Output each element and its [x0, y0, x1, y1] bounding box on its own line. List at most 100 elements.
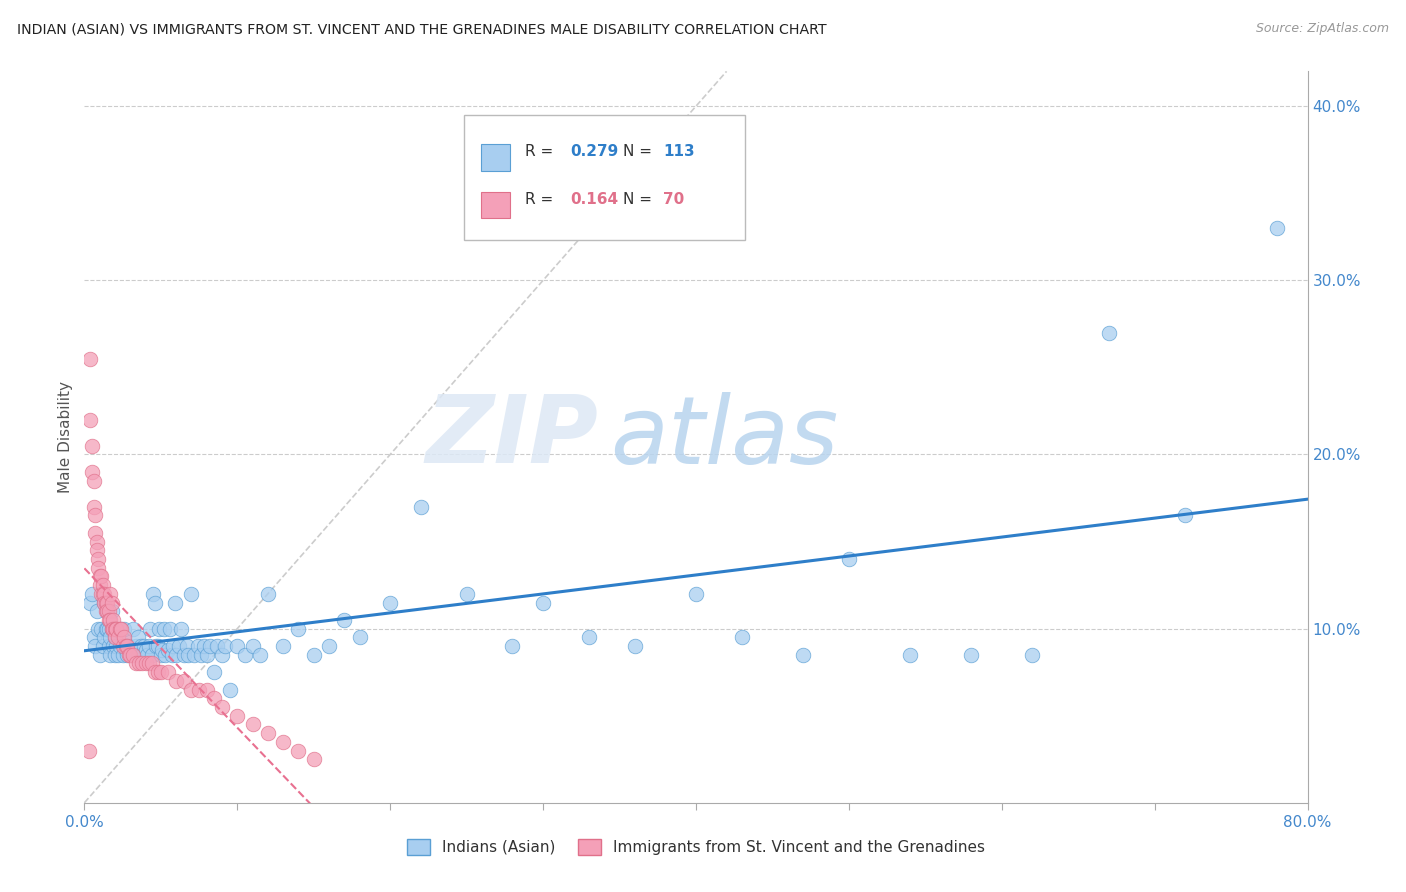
Point — [287, 743, 309, 757]
Point — [114, 642, 136, 657]
Point — [104, 631, 127, 645]
Point — [138, 657, 160, 671]
Point — [98, 631, 121, 645]
Point — [233, 648, 256, 662]
Point — [83, 631, 105, 645]
Point — [1021, 648, 1043, 662]
Point — [114, 639, 136, 653]
Point — [101, 622, 124, 636]
Point — [838, 552, 860, 566]
Point — [115, 639, 138, 653]
Point — [103, 622, 125, 636]
Point — [149, 665, 172, 680]
Point — [87, 622, 110, 636]
Point — [129, 639, 152, 653]
Point — [214, 639, 236, 653]
Point — [80, 465, 103, 479]
Point — [86, 604, 108, 618]
Point — [103, 639, 125, 653]
Text: 0.279: 0.279 — [569, 145, 619, 160]
Point — [211, 700, 233, 714]
Point — [115, 648, 138, 662]
Point — [685, 587, 707, 601]
Text: 70: 70 — [664, 192, 685, 207]
Point — [226, 639, 249, 653]
Point — [98, 613, 121, 627]
Point — [163, 595, 186, 609]
Point — [176, 639, 198, 653]
Point — [101, 622, 124, 636]
Point — [89, 648, 111, 662]
Point — [195, 648, 218, 662]
Point — [960, 648, 983, 662]
Point — [141, 657, 163, 671]
Legend: Indians (Asian), Immigrants from St. Vincent and the Grenadines: Indians (Asian), Immigrants from St. Vin… — [401, 833, 991, 861]
Point — [202, 665, 225, 680]
Point — [98, 648, 121, 662]
Point — [111, 648, 134, 662]
Point — [143, 665, 166, 680]
Point — [792, 648, 814, 662]
Point — [111, 631, 134, 645]
Text: ZIP: ZIP — [425, 391, 598, 483]
Point — [131, 657, 153, 671]
Point — [77, 743, 100, 757]
Point — [110, 622, 132, 636]
Point — [128, 657, 150, 671]
Point — [105, 639, 128, 653]
Point — [578, 631, 600, 645]
Point — [97, 613, 120, 627]
Point — [105, 622, 128, 636]
Point — [112, 639, 135, 653]
Point — [186, 639, 208, 653]
FancyBboxPatch shape — [481, 144, 510, 171]
Text: R =: R = — [524, 192, 558, 207]
Point — [165, 673, 187, 688]
Point — [183, 648, 205, 662]
Point — [110, 622, 132, 636]
Point — [80, 587, 103, 601]
Point — [202, 691, 225, 706]
Point — [898, 648, 921, 662]
Point — [198, 639, 221, 653]
Point — [257, 587, 280, 601]
Point — [142, 587, 165, 601]
Point — [173, 648, 195, 662]
Point — [1265, 221, 1288, 235]
Point — [155, 648, 177, 662]
Point — [90, 587, 112, 601]
Point — [124, 642, 146, 657]
Point — [146, 639, 169, 653]
Point — [101, 595, 124, 609]
Point — [380, 595, 402, 609]
Point — [150, 642, 173, 657]
Point — [271, 735, 294, 749]
Point — [136, 648, 159, 662]
Point — [93, 595, 115, 609]
Point — [193, 639, 215, 653]
Point — [104, 622, 127, 636]
Point — [167, 639, 190, 653]
Point — [107, 622, 129, 636]
Point — [271, 639, 294, 653]
Point — [101, 604, 124, 618]
Point — [91, 639, 114, 653]
Point — [105, 622, 128, 636]
Text: R =: R = — [524, 145, 558, 160]
Point — [135, 657, 157, 671]
Point — [84, 525, 107, 540]
Point — [211, 648, 233, 662]
Point — [84, 639, 107, 653]
Point — [141, 648, 163, 662]
Point — [120, 648, 142, 662]
Point — [120, 642, 142, 657]
FancyBboxPatch shape — [481, 192, 510, 219]
Text: 113: 113 — [664, 145, 695, 160]
Point — [122, 648, 145, 662]
Point — [333, 613, 356, 627]
Text: N =: N = — [623, 192, 657, 207]
Point — [226, 708, 249, 723]
Point — [112, 631, 135, 645]
Point — [107, 648, 129, 662]
Point — [132, 639, 155, 653]
